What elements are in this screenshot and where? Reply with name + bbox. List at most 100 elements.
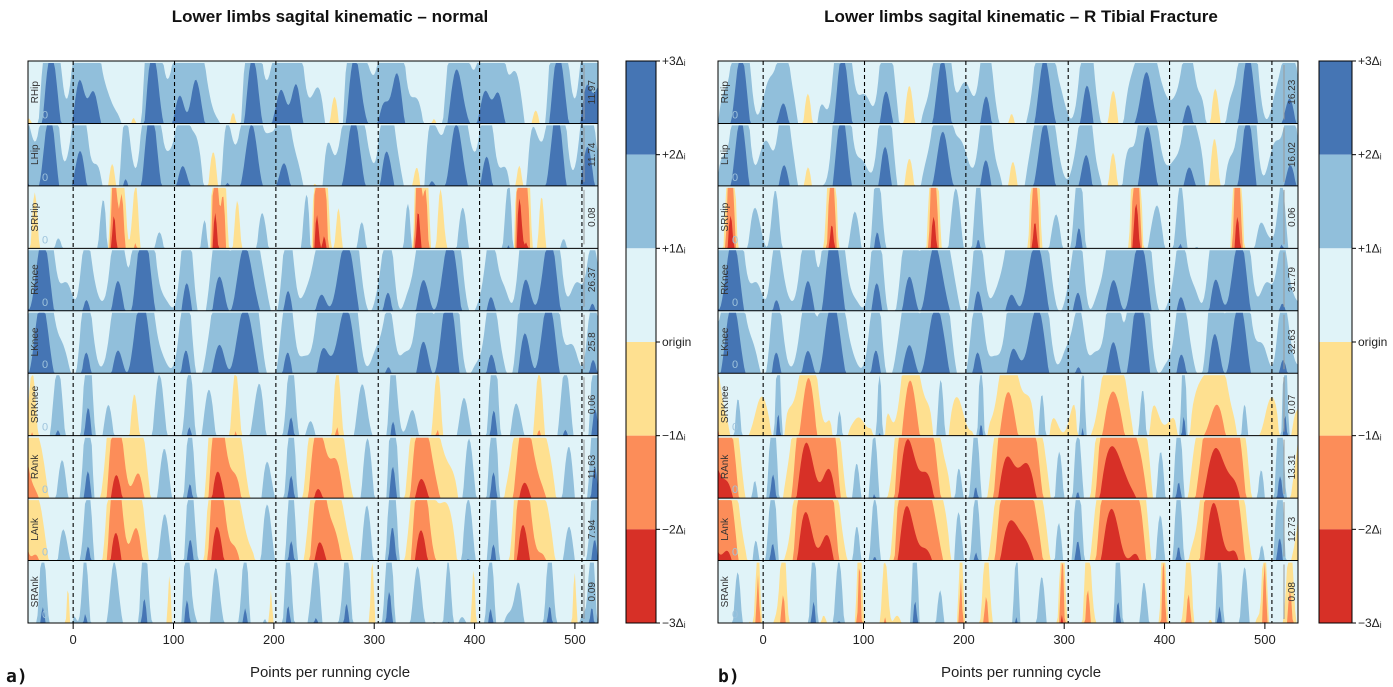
plot-frame [717,60,1299,624]
legend-label: +2Δᵢ [662,148,686,162]
row-zero-label: 0 [42,234,48,246]
x-tick-label: 400 [464,632,486,647]
legend-swatch [1319,248,1352,342]
band-neg3 [718,203,1298,249]
row-zero-label: 0 [732,609,738,621]
row-zero-label: 0 [42,484,48,496]
x-tick-label: 300 [363,632,385,647]
x-tick-label: 500 [564,632,586,647]
band-pos3 [718,312,1298,374]
legend-label: +2Δᵢ [1358,148,1382,162]
band-pos3 [718,474,1298,499]
x-tick-label: 100 [853,632,875,647]
band-neg2 [718,378,1298,436]
row-zero-label: 0 [42,547,48,559]
panel-a-plot: RHip011.97LHip011.74SRHip00.08RKnee026.3… [27,60,599,647]
row-range-value: 0.06 [587,394,598,414]
row-zero-label: 0 [732,109,738,121]
legend-label: origin [662,335,691,349]
band-neg1 [28,187,598,249]
band-pos3 [28,591,598,623]
row-label: RAnk [720,454,731,479]
row-zero-label: 0 [42,297,48,309]
band-pos3 [28,312,598,374]
row-range-value: 0.08 [587,207,598,227]
row-zero-label: 0 [42,609,48,621]
row-label: RHip [30,81,41,104]
band-pos2 [718,375,1298,436]
band-pos2 [718,562,1298,623]
legend-label: −3Δᵢ [1358,616,1382,630]
row-zero-label: 0 [732,547,738,559]
row-zero-label: 0 [732,422,738,434]
x-tick-label: 200 [953,632,975,647]
row-label: LKnee [30,327,41,356]
band-pos2 [718,500,1298,561]
row-label: SRKnee [720,385,731,423]
panel-b-title: Lower limbs sagital kinematic – R Tibial… [824,7,1218,26]
panel-b-xlabel: Points per running cycle [941,664,1101,681]
legend-label: +3Δᵢ [662,54,686,68]
row-range-value: 0.06 [1287,207,1298,227]
legend-swatch [626,529,656,623]
row-label: RHip [720,81,731,104]
band-neg2 [28,500,598,561]
panel-a-xlabel: Points per running cycle [250,664,410,681]
band-pos3 [718,250,1298,311]
row-range-value: 13.31 [1287,454,1298,479]
band-neg1 [718,562,1298,623]
row-label: RKnee [30,264,41,295]
band-pos3 [28,466,598,499]
panel-b-legend: +3Δᵢ +2Δᵢ +1Δᵢ origin −1Δᵢ −2Δᵢ −3Δᵢ [1318,54,1387,630]
row-range-value: 0.08 [1287,582,1298,602]
band-neg2 [28,437,598,499]
band-pos3 [718,63,1298,124]
row-label: RKnee [720,264,731,295]
band-pos3 [28,125,598,186]
row-label: SRHip [30,202,41,231]
panel-a-title: Lower limbs sagital kinematic – normal [172,7,489,26]
legend-swatch [1319,342,1352,436]
row-zero-label: 0 [42,109,48,121]
band-pos3 [28,63,598,124]
band-neg1 [28,563,598,623]
legend-label: +3Δᵢ [1358,54,1382,68]
band-neg3 [718,502,1298,561]
legend-swatch [626,61,656,155]
band-neg1 [28,375,598,436]
row-label: SRHip [720,202,731,231]
legend-label: +1Δᵢ [662,241,686,255]
legend-label: origin [1358,335,1387,349]
x-tick-label: 100 [163,632,185,647]
x-tick-label: 500 [1254,632,1276,647]
row-label: LHip [30,144,41,165]
legend-label: −1Δᵢ [662,429,686,443]
row-zero-label: 0 [42,422,48,434]
row-zero-label: 0 [732,172,738,184]
legend-label: −2Δᵢ [1358,522,1382,536]
legend-swatch [1319,529,1352,623]
band-pos2 [718,312,1298,374]
legend-swatch [1319,435,1352,530]
x-tick-label: 400 [1154,632,1176,647]
row-zero-label: 0 [732,359,738,371]
legend-swatch [1319,61,1352,155]
legend-label: +1Δᵢ [1358,241,1382,255]
band-pos3 [28,250,598,311]
row-range-value: 0.07 [1287,394,1298,414]
row-label: SRAnk [30,575,41,607]
panel-b: Lower limbs sagital kinematic – R Tibial… [717,7,1387,687]
legend-label: −1Δᵢ [1358,429,1382,443]
row-label: SRAnk [720,575,731,607]
